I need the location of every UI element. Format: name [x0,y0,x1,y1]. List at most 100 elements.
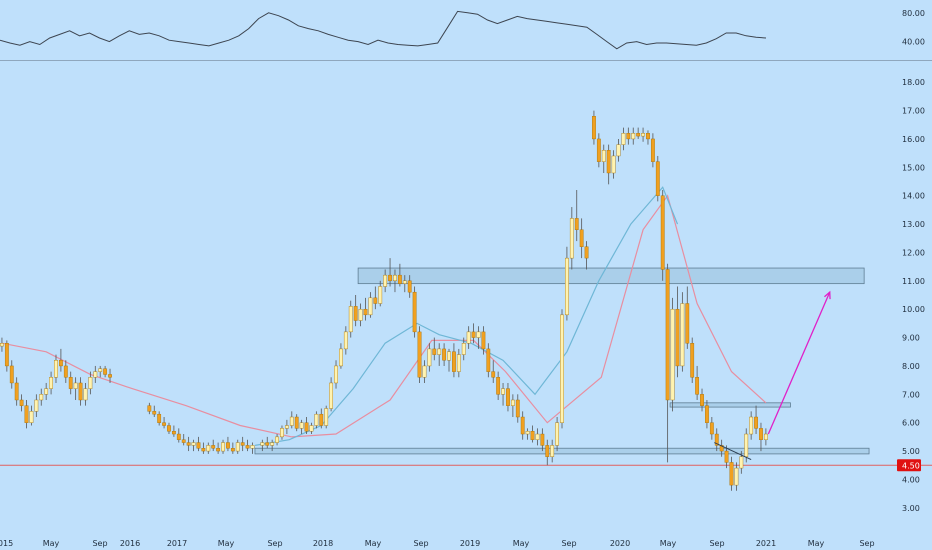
candle-body [407,280,412,293]
candle-body [481,331,486,350]
candle-body [240,442,245,446]
candle-body [167,425,171,432]
candle-body [265,442,270,446]
x-tick-label: 2021 [756,539,776,548]
candle-body [358,308,363,321]
candle-body [147,405,152,412]
x-tick-label: May [660,539,677,548]
axes: 3.00 4.00 5.00 6.00 7.00 8.00 9.00 10.00 11.00 12… [0,78,925,548]
candle-body [93,371,98,378]
candle-body [44,388,49,395]
candle-body [152,411,157,415]
candle-body [491,371,496,378]
candle-body [186,442,191,446]
candle-body [211,445,216,449]
candle-body [631,133,636,140]
y-tick-label: 4.00 [902,475,920,484]
candle-body [417,331,422,378]
candle-body [412,291,417,333]
candle-body [670,308,675,401]
candle-body [339,348,343,367]
candle-body [501,388,505,395]
candle-body [363,308,368,316]
candle-body [68,377,73,389]
candle-body [397,274,402,284]
candle-body [221,442,225,452]
candle-body [754,416,758,429]
candle-body [49,377,53,389]
candle-body [655,161,660,196]
indicator-tick-label: 40.00 [902,38,925,47]
candle-body [201,448,206,452]
candle-body [565,257,569,316]
arrow-head [824,290,831,300]
x-tick-label: May [513,539,530,548]
candle-body [596,138,601,162]
projection-arrow [767,291,831,435]
candle-body [378,286,383,304]
candle-body [606,150,611,174]
candle-body [714,433,719,446]
candle-body [621,133,626,145]
candle-body [496,377,501,395]
y-tick-label: 18.00 [902,78,925,87]
indicator-line [0,10,767,50]
candle-body [39,394,44,401]
x-tick-label: Sep [561,539,576,548]
candle-body [719,445,724,452]
candles [0,110,768,491]
zones [0,267,932,466]
y-tick-label: 16.00 [902,135,925,144]
x-tick-label: May [808,539,825,548]
x-tick-label: May [365,539,382,548]
candle-body [314,413,319,426]
moving-averages [1,186,767,446]
candle-body [343,331,348,350]
zone-rect [254,447,870,455]
x-tick-label: 2015 [0,539,13,548]
candle-body [206,445,211,452]
candle-body [520,416,525,435]
candle-body [476,331,481,338]
candle-body [427,348,432,367]
candle-body [19,399,24,406]
candle-body [98,368,103,372]
candle-body [260,442,265,446]
candle-body [626,133,631,140]
y-tick-label: 9.00 [902,334,920,343]
candle-body [235,442,240,452]
candle-body [486,348,491,372]
y-tick-label: 13.00 [902,220,925,229]
candle-body [560,314,564,423]
y-tick-label: 14.00 [902,192,925,201]
candle-body [515,399,520,418]
candle-body [461,343,466,355]
y-tick-label: 10.00 [902,305,925,314]
candle-body [299,422,304,429]
candle-body [705,405,709,423]
candle-body [393,274,397,282]
candle-body [191,442,196,446]
candle-body [34,399,39,412]
indicator-tick-label: 80.00 [902,9,925,18]
candle-body [545,445,550,457]
candle-body [54,360,58,378]
candle-body [216,448,221,452]
x-tick-label: 2017 [167,539,187,548]
y-tick-label: 15.00 [902,163,925,172]
candle-body [525,431,530,435]
candle-body [78,382,83,401]
y-tick-label: 7.00 [902,390,920,399]
candle-body [650,138,655,162]
candle-body [83,388,88,401]
candle-body [63,365,68,378]
candle-body [275,436,279,443]
candle-body [284,425,289,429]
candle-body [329,382,334,409]
candle-body [592,116,596,140]
candle-body [368,297,373,316]
candle-body [466,331,471,344]
candle-body [196,442,201,449]
